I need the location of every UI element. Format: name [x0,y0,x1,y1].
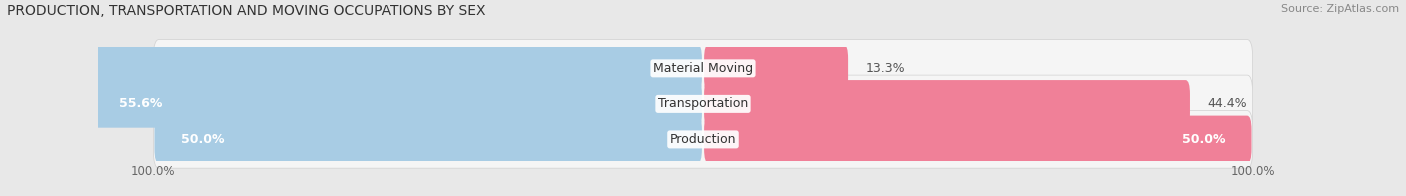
Text: Transportation: Transportation [658,97,748,110]
Text: 44.4%: 44.4% [1208,97,1247,110]
FancyBboxPatch shape [153,75,1253,133]
FancyBboxPatch shape [0,44,702,92]
Text: PRODUCTION, TRANSPORTATION AND MOVING OCCUPATIONS BY SEX: PRODUCTION, TRANSPORTATION AND MOVING OC… [7,4,485,18]
FancyBboxPatch shape [704,80,1189,128]
FancyBboxPatch shape [704,44,848,92]
Text: Production: Production [669,133,737,146]
Text: Material Moving: Material Moving [652,62,754,75]
Text: 55.6%: 55.6% [120,97,163,110]
Text: 50.0%: 50.0% [1181,133,1225,146]
Text: 50.0%: 50.0% [181,133,225,146]
FancyBboxPatch shape [153,40,1253,97]
Legend: Male, Female: Male, Female [640,191,766,196]
FancyBboxPatch shape [704,116,1251,163]
FancyBboxPatch shape [153,111,1253,168]
Text: Source: ZipAtlas.com: Source: ZipAtlas.com [1281,4,1399,14]
FancyBboxPatch shape [93,80,702,128]
Text: 13.3%: 13.3% [866,62,905,75]
FancyBboxPatch shape [155,116,702,163]
